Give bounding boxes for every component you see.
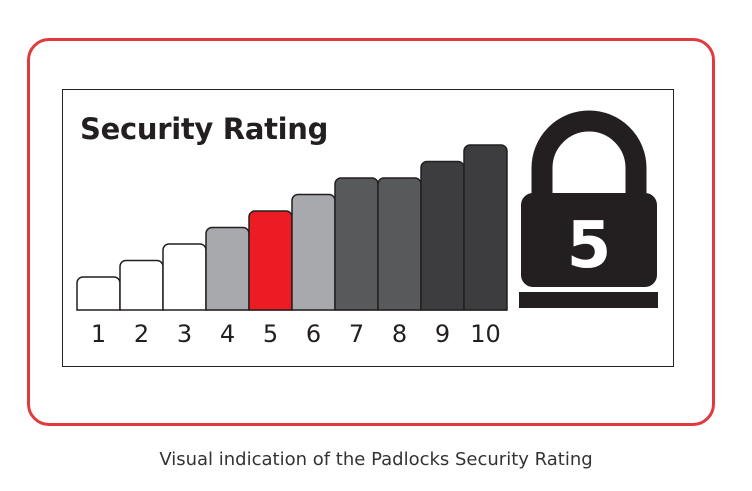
padlock-shackle xyxy=(531,110,647,196)
tick-label-6: 6 xyxy=(306,320,321,348)
bar-2 xyxy=(119,259,164,317)
padlock-icon: 5 xyxy=(519,110,658,308)
padlock-rating-number: 5 xyxy=(567,209,612,283)
padlock-body xyxy=(521,193,657,287)
tick-label-3: 3 xyxy=(177,320,192,348)
bar-3 xyxy=(162,243,207,317)
bar-5 xyxy=(248,210,293,317)
bars-group xyxy=(75,144,509,319)
padlock-base xyxy=(519,292,658,308)
bar-4 xyxy=(205,226,250,317)
tick-labels-group: 1 2 3 4 5 6 7 8 9 10 xyxy=(91,320,501,348)
outer-frame xyxy=(27,38,715,426)
chart-title: Security Rating xyxy=(80,112,329,146)
bar-6 xyxy=(291,193,336,317)
tick-label-1: 1 xyxy=(91,320,106,348)
tick-label-4: 4 xyxy=(220,320,235,348)
figure-caption: Visual indication of the Padlocks Securi… xyxy=(159,449,593,470)
bar-8 xyxy=(377,177,422,317)
tick-label-8: 8 xyxy=(392,320,407,348)
tick-label-2: 2 xyxy=(134,320,149,348)
tick-label-10: 10 xyxy=(470,320,501,348)
bar-7 xyxy=(334,177,379,317)
tick-label-7: 7 xyxy=(349,320,364,348)
bar-10 xyxy=(463,144,508,317)
tick-label-9: 9 xyxy=(435,320,450,348)
bar-9 xyxy=(420,160,465,317)
tick-label-5: 5 xyxy=(263,320,278,348)
baseline-mask xyxy=(75,310,509,319)
